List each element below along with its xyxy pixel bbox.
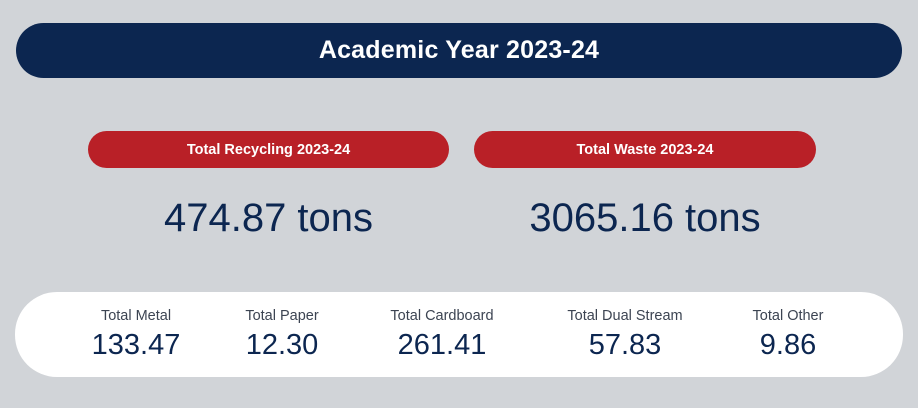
stat-value: 133.47 [91,329,181,361]
stat-label: Total Other [752,308,824,324]
stat-label: Total Metal [100,308,172,324]
total-recycling-value: 474.87 tons [163,195,374,240]
stat-value: 261.41 [397,329,487,361]
stat-value: 9.86 [759,329,817,361]
stat-total-dual-stream: Total Dual Stream 57.83 [525,306,725,363]
stat-value: 12.30 [245,329,319,361]
stat-value: 57.83 [588,329,662,361]
academic-year-banner: Academic Year 2023-24 [16,23,902,78]
stat-label: Total Cardboard [390,308,494,324]
total-recycling-label-pill: Total Recycling 2023-24 [88,131,449,168]
stat-label: Total Dual Stream [567,308,683,324]
stat-total-metal: Total Metal 133.47 [36,306,236,363]
total-waste-value: 3065.16 tons [529,195,761,240]
stat-total-paper: Total Paper 12.30 [182,306,382,363]
total-waste-label-pill: Total Waste 2023-24 [474,131,816,168]
stat-total-other: Total Other 9.86 [688,306,888,363]
material-breakdown-card: Total Metal 133.47 Total Paper 12.30 Tot… [15,292,903,377]
stat-total-cardboard: Total Cardboard 261.41 [342,306,542,363]
stat-label: Total Paper [245,308,319,324]
